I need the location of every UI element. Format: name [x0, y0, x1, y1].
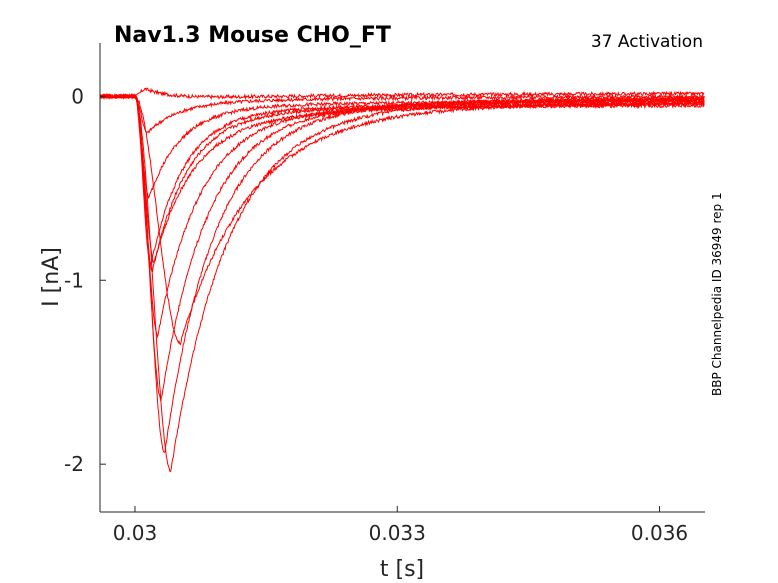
y-tick-label: 0 — [71, 84, 84, 108]
current-trace — [99, 93, 705, 266]
chart-subtitle: 37 Activation — [591, 32, 703, 52]
current-trace — [99, 93, 705, 472]
current-trace — [99, 93, 705, 273]
current-traces — [99, 87, 705, 472]
x-axis-label: t [s] — [380, 557, 424, 582]
y-tick-label: -1 — [64, 268, 84, 292]
chart-title: Nav1.3 Mouse CHO_FT — [114, 23, 391, 48]
y-axis-label: I [nA] — [39, 247, 64, 307]
x-tick-label: 0.036 — [631, 521, 688, 545]
x-axis-ticks: 0.03 0.033 0.036 — [113, 506, 688, 545]
current-trace — [99, 93, 705, 135]
current-trace — [99, 93, 705, 454]
x-tick-label: 0.033 — [369, 521, 426, 545]
current-trace — [99, 93, 705, 402]
x-tick-label: 0.03 — [113, 521, 158, 545]
current-trace — [99, 93, 705, 346]
y-tick-label: -2 — [64, 452, 84, 476]
current-trace — [99, 87, 705, 101]
channelpedia-id-label: BBP Channelpedia ID 36949 rep 1 — [710, 192, 724, 396]
y-axis-ticks: 0 -1 -2 — [64, 84, 106, 476]
current-trace — [99, 93, 705, 264]
